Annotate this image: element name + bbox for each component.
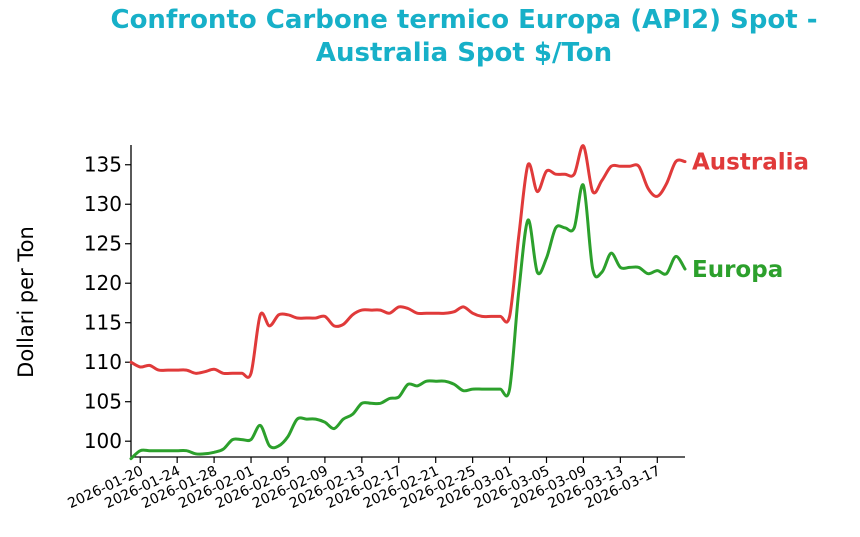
y-tick-label: 120 xyxy=(84,271,122,295)
y-tick-label: 110 xyxy=(84,350,122,374)
y-tick-label: 105 xyxy=(84,390,122,414)
series-line-australia xyxy=(129,144,687,379)
y-tick-label: 115 xyxy=(84,311,122,335)
chart-title-line-2: Australia Spot $/Ton xyxy=(315,38,613,68)
y-tick-label: 130 xyxy=(84,192,122,216)
chart-title: Confronto Carbone termico Europa (API2) … xyxy=(0,4,860,70)
axes: 1001051101151201251301352026-01-202026-0… xyxy=(65,145,685,512)
y-axis-label: Dollari per Ton xyxy=(14,226,38,378)
chart-title-line-1: Confronto Carbone termico Europa (API2) … xyxy=(110,5,818,35)
series-labels: Australia Europa xyxy=(692,150,809,283)
y-tick-label: 135 xyxy=(84,153,122,177)
series-label-europa: Europa xyxy=(692,257,783,283)
series-label-australia: Australia xyxy=(692,150,809,176)
y-tick-label: 125 xyxy=(84,232,122,256)
series-group xyxy=(129,144,687,461)
y-tick-label: 100 xyxy=(84,429,122,453)
series-line-europa xyxy=(129,183,687,461)
